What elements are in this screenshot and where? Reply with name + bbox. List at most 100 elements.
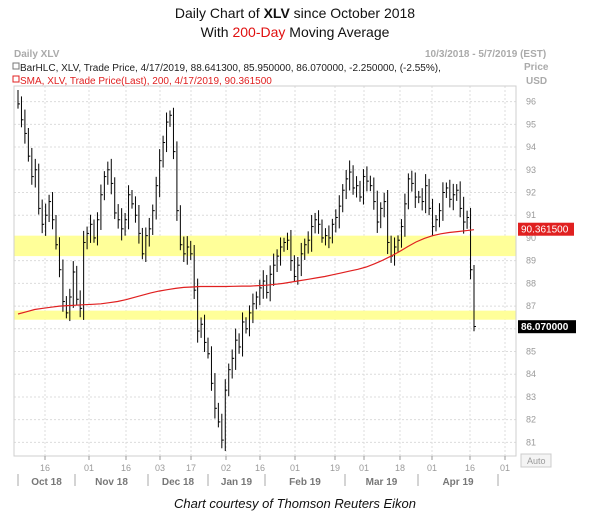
y-tick-label: 83 [526,392,536,402]
price-bar [432,198,435,237]
price-bar [27,127,31,162]
auto-button-bg[interactable] [520,453,552,468]
title-ticker: XLV [263,5,290,21]
price-bar [380,202,383,229]
price-bar [280,237,283,266]
price-bar [269,265,273,302]
x-tick-label: 01 [427,463,437,473]
price-bar [290,229,293,271]
y-tick-label: 96 [526,97,536,107]
price-bar [183,236,186,263]
legend-toggle-bar[interactable] [12,62,20,70]
month-label: Nov 18 [95,477,128,488]
subtitle-text-end: Moving Average [285,24,390,40]
subtitle-text: With [200,24,233,40]
price-bar [24,109,27,144]
price-bar [65,296,69,319]
price-bar [452,183,456,211]
x-tick-label: 18 [395,463,405,473]
last-price-tag: 86.070000 [521,322,569,333]
price-bar [221,413,224,449]
price-bar [62,259,65,312]
price-bar [297,257,300,285]
x-tick-label: 16 [465,463,475,473]
price-bar [231,349,235,379]
price-bar [335,209,338,233]
y-tick-label: 82 [526,415,536,425]
highlight-band [14,310,516,320]
price-bar [145,227,148,263]
chart-caption: Chart courtesy of Thomson Reuters Eikon [173,496,417,511]
price-bar [38,163,41,215]
price-bar [176,141,179,221]
price-bar [376,190,380,233]
y-tick-label: 85 [526,347,536,357]
price-bar [152,204,155,235]
y-tick-label: 89 [526,256,536,266]
title-text-end: since October 2018 [289,5,416,21]
price-bar [311,214,314,252]
price-bar [17,90,20,109]
price-bar [300,242,304,277]
price-bar [428,178,432,216]
price-bar [459,181,463,218]
y-tick-label: 81 [526,437,536,447]
y-tick-label: 94 [526,142,536,152]
price-bar [314,212,318,234]
price-bar [352,165,356,195]
price-bar [248,305,252,337]
price-bar [349,160,352,191]
auto-button-label: Auto [527,456,546,466]
price-bar [86,226,90,250]
x-tick-label: 01 [290,463,300,473]
x-tick-label: 01 [84,463,94,473]
y-tick-label: 91 [526,210,536,220]
price-bar [76,265,79,306]
price-bar [373,177,376,210]
price-bar [266,274,269,299]
price-bar [55,214,58,250]
price-bar [141,227,145,260]
price-bar [214,373,217,419]
month-label: Feb 19 [289,477,321,488]
price-bar [286,232,290,250]
price-bar [228,363,231,397]
price-bar [200,317,204,338]
price-bar [72,261,76,308]
price-bar [362,169,366,205]
price-bar [172,107,176,160]
month-label: Jan 19 [221,477,253,488]
currency-label: USD [526,76,547,87]
title-text: Daily Chart of [174,5,264,21]
x-tick-label: 01 [359,463,369,473]
month-label: Mar 19 [366,477,398,488]
price-bar [356,176,359,198]
price-bar [293,255,297,282]
legend-toggle-sma[interactable] [12,75,20,83]
price-bar [107,161,110,185]
price-bar [131,189,134,209]
price-bar [190,240,193,260]
price-bar [318,210,321,234]
price-bars [17,90,476,452]
price-bar [224,379,228,452]
price-bar [414,172,418,208]
price-bar [418,190,421,204]
price-bar [359,180,362,202]
price-bar [159,149,162,198]
auto-scale-button[interactable]: Auto [520,453,552,468]
price-bar [345,170,349,200]
price-bar [96,212,100,246]
legend-sma: SMA, XLV, Trade Price(Last), 200, 4/17/2… [20,76,272,87]
price-bar [52,192,55,230]
title-line-2: With 200-Day Moving Average [0,23,590,42]
month-label: Apr 19 [442,477,474,488]
price-bar [204,314,207,352]
price-bar [121,208,124,241]
price-bar [45,203,48,236]
price-bar [421,188,425,211]
chart-grid [14,86,516,456]
price-axis-title: Price [524,62,549,73]
price-bar [207,337,210,359]
